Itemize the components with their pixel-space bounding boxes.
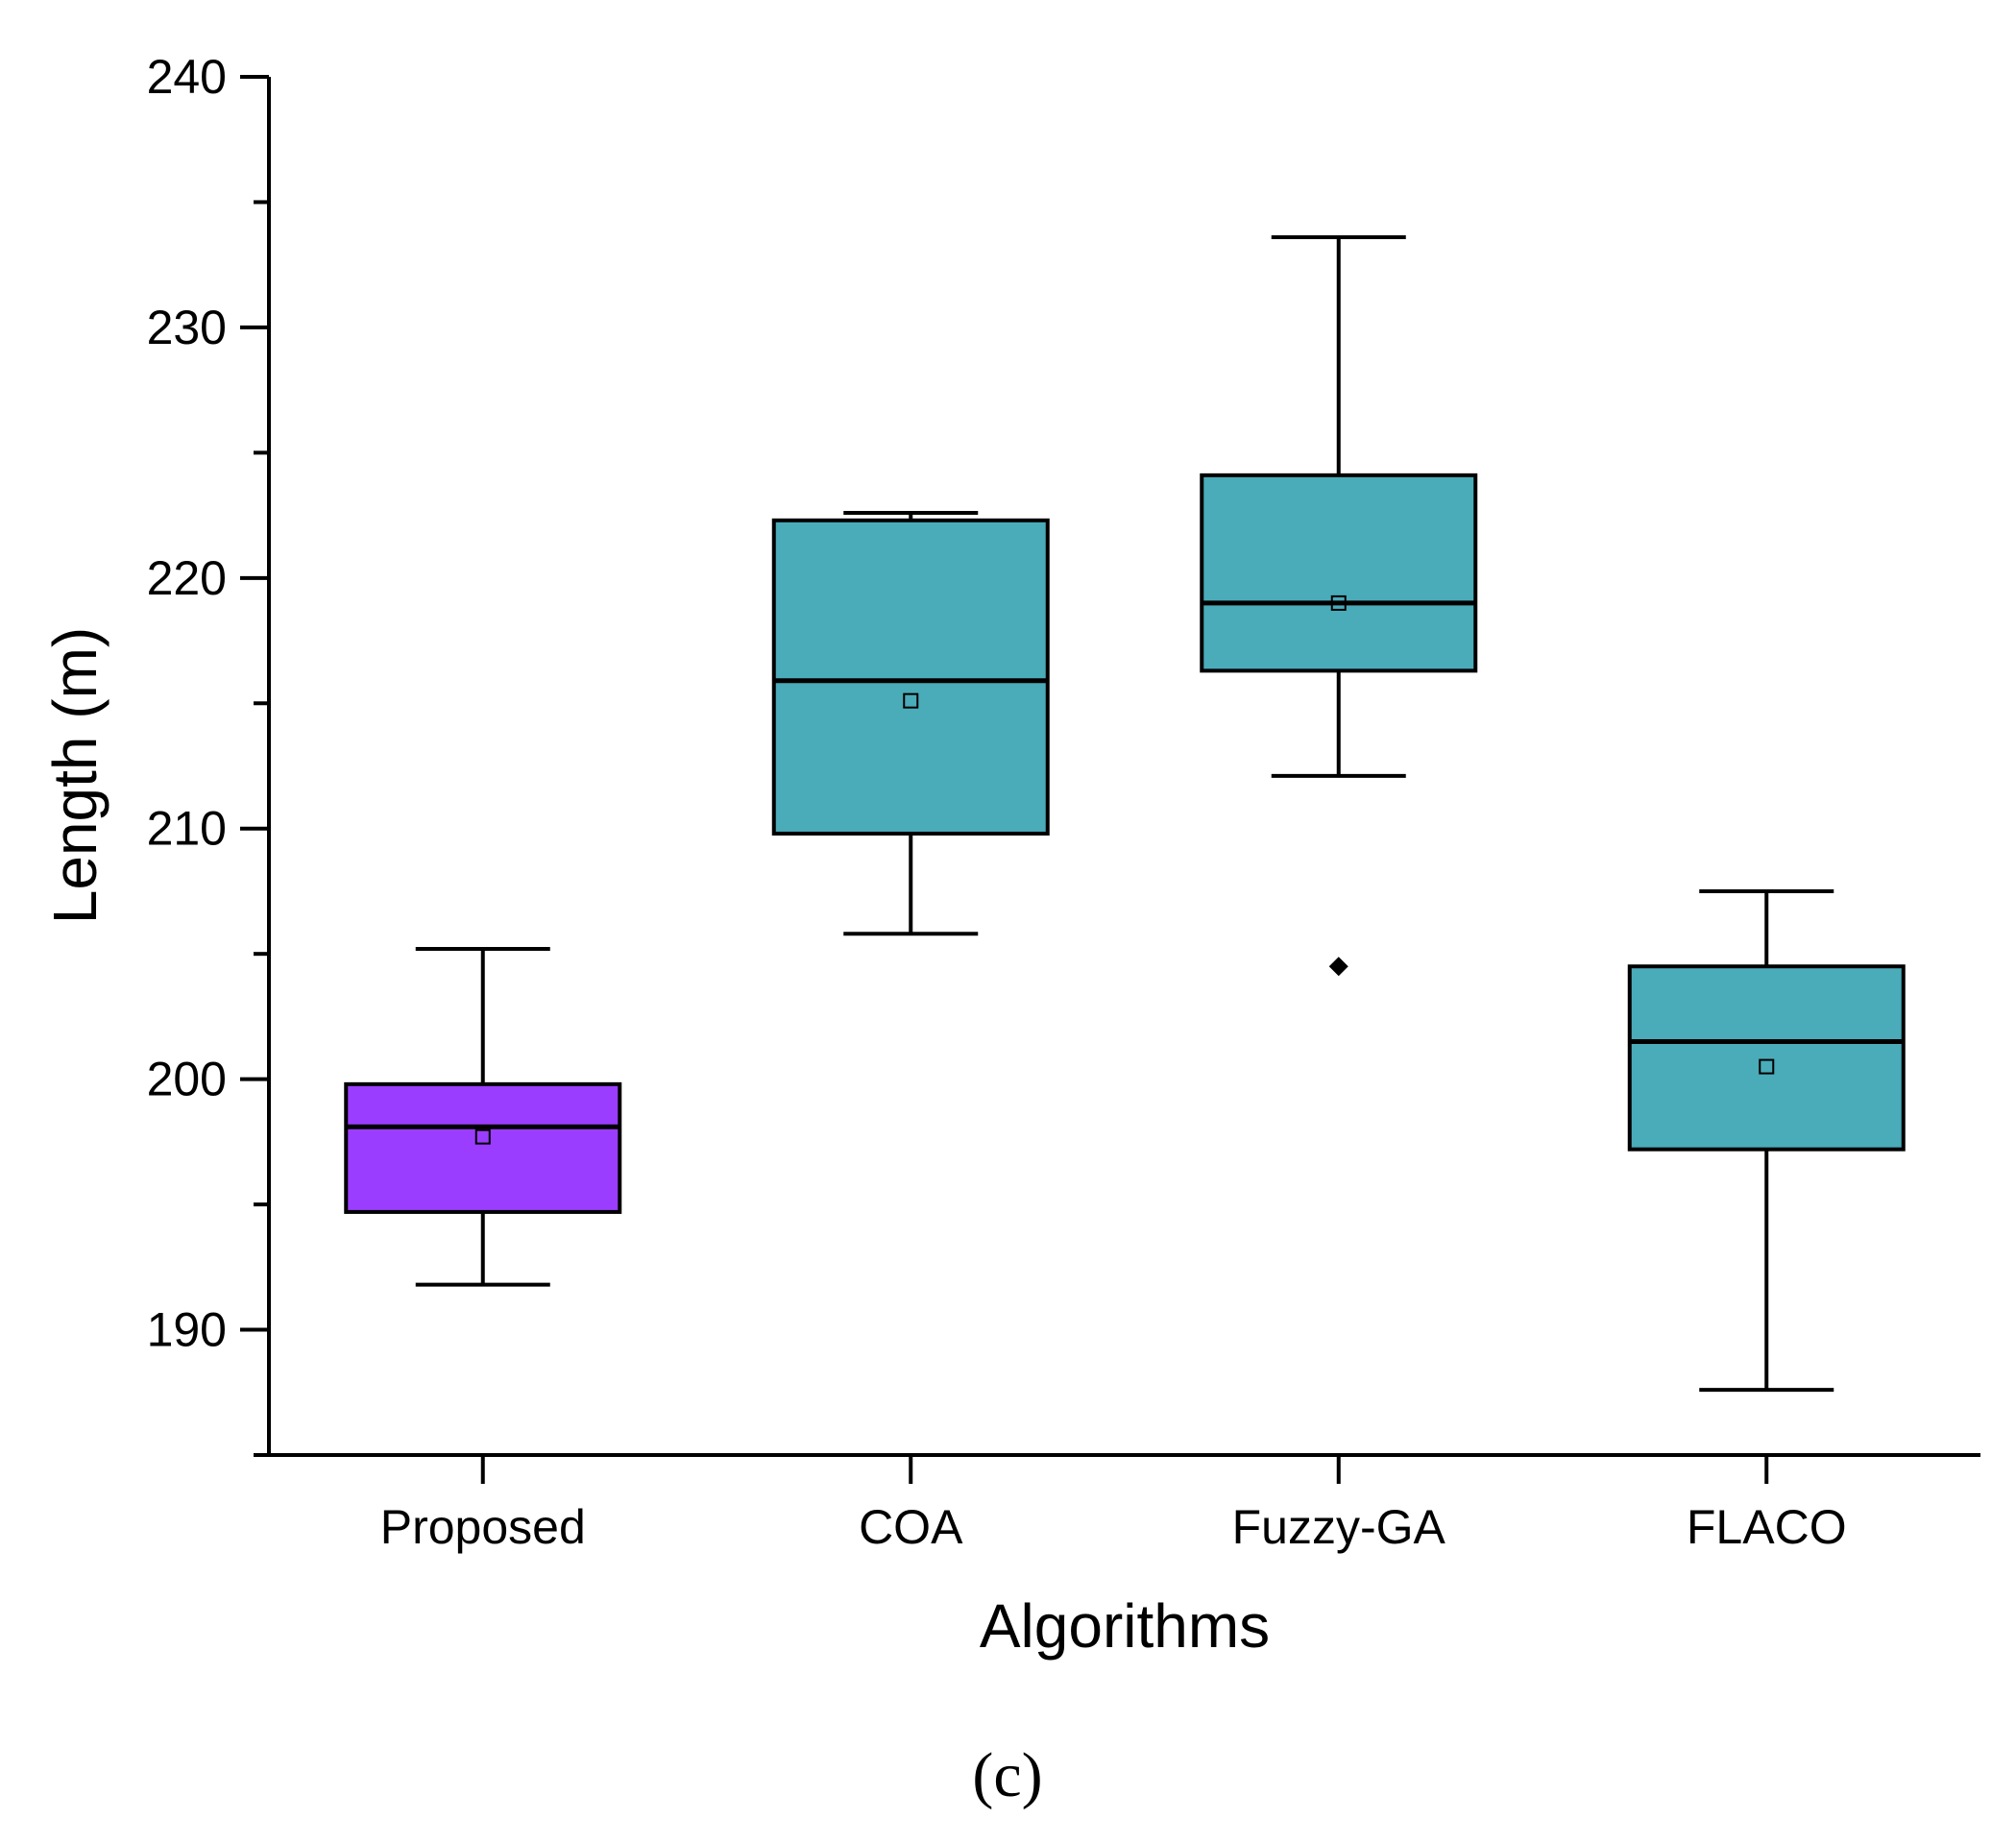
y-tick-label: 210 [147,802,227,856]
box-fuzzy-ga [1200,234,1478,977]
mean-marker [474,1128,491,1145]
box-body [1627,964,1906,1152]
y-tick-label: 220 [147,551,227,605]
mean-marker [1759,1058,1775,1075]
mean-marker [903,692,919,709]
panel-label: (c) [972,1740,1042,1810]
y-ticks-group: 190 200 210 220 230 240 [147,50,269,1457]
y-axis-title: Length (m) [40,627,109,924]
x-axis-title: Algorithms [980,1591,1270,1661]
y-tick-label: 240 [147,50,227,104]
axes-group [259,77,1980,1457]
mean-marker [1330,594,1347,611]
x-tick-label: Proposed [380,1500,586,1554]
x-tick-label: FLACO [1687,1500,1847,1554]
outlier-point [1328,957,1348,977]
box-flaco [1627,888,1906,1393]
box-body [1200,473,1478,673]
box-body [344,1081,622,1214]
y-tick-label: 230 [147,301,227,354]
x-tick-label: COA [859,1500,963,1554]
box-body [771,518,1050,836]
box-coa [771,510,1050,936]
x-tick-label: Fuzzy-GA [1232,1500,1446,1554]
x-ticks-group: Proposed COA Fuzzy-GA FLACO [380,1455,1847,1554]
y-tick-label: 200 [147,1053,227,1106]
y-tick-label: 190 [147,1303,227,1357]
box-proposed [344,946,622,1287]
boxes-group [344,234,1906,1393]
